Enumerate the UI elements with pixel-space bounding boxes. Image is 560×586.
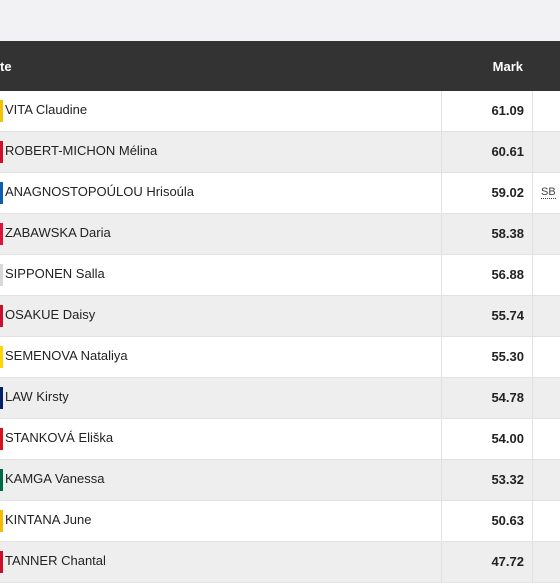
mark-cell: 58.38 bbox=[441, 214, 533, 254]
country-flag-icon bbox=[0, 141, 3, 163]
results-table-body: VITA Claudine 61.09 ROBERT-MICHON Mélina 60… bbox=[0, 91, 560, 583]
mark-cell: 61.09 bbox=[441, 91, 533, 131]
athlete-name[interactable]: VITA Claudine bbox=[5, 102, 88, 117]
results-table-header: te Mark bbox=[0, 41, 560, 91]
mark-cell: 47.72 bbox=[441, 542, 533, 582]
mark-value: 54.00 bbox=[491, 431, 524, 446]
mark-value: 53.32 bbox=[491, 472, 524, 487]
record-note-badge[interactable]: SB bbox=[541, 186, 556, 199]
mark-cell: 55.74 bbox=[441, 296, 533, 336]
top-bar bbox=[0, 0, 560, 41]
country-flag-icon bbox=[0, 223, 3, 245]
mark-column-header: Mark bbox=[492, 59, 523, 74]
athlete-name[interactable]: OSAKUE Daisy bbox=[5, 307, 96, 322]
table-row[interactable]: SEMENOVA Nataliya 55.30 bbox=[0, 337, 560, 378]
mark-cell: 50.63 bbox=[441, 501, 533, 541]
athlete-name[interactable]: ZABAWSKA Daria bbox=[5, 225, 111, 240]
mark-value: 50.63 bbox=[491, 513, 524, 528]
athlete-name[interactable]: LAW Kirsty bbox=[5, 389, 69, 404]
country-flag-icon bbox=[0, 510, 3, 532]
table-row[interactable]: SIPPONEN Salla 56.88 bbox=[0, 255, 560, 296]
table-row[interactable]: TANNER Chantal 47.72 bbox=[0, 542, 560, 583]
country-flag-icon bbox=[0, 182, 3, 204]
mark-cell: 56.88 bbox=[441, 255, 533, 295]
athlete-column-header: te bbox=[0, 59, 12, 74]
table-row[interactable]: KAMGA Vanessa 53.32 bbox=[0, 460, 560, 501]
country-flag-icon bbox=[0, 305, 3, 327]
table-row[interactable]: KINTANA June 50.63 bbox=[0, 501, 560, 542]
mark-value: 55.30 bbox=[491, 349, 524, 364]
country-flag-icon bbox=[0, 264, 3, 286]
mark-cell: 54.00 bbox=[441, 419, 533, 459]
mark-value: 61.09 bbox=[491, 103, 524, 118]
athlete-name[interactable]: KINTANA June bbox=[5, 512, 92, 527]
mark-cell: 55.30 bbox=[441, 337, 533, 377]
table-row[interactable]: VITA Claudine 61.09 bbox=[0, 91, 560, 132]
table-row[interactable]: OSAKUE Daisy 55.74 bbox=[0, 296, 560, 337]
table-row[interactable]: LAW Kirsty 54.78 bbox=[0, 378, 560, 419]
table-row[interactable]: STANKOVÁ Eliška 54.00 bbox=[0, 419, 560, 460]
country-flag-icon bbox=[0, 469, 3, 491]
mark-cell: 59.02 bbox=[441, 173, 533, 213]
mark-value: 54.78 bbox=[491, 390, 524, 405]
country-flag-icon bbox=[0, 346, 3, 368]
mark-cell: 53.32 bbox=[441, 460, 533, 500]
mark-value: 59.02 bbox=[491, 185, 524, 200]
athlete-name[interactable]: TANNER Chantal bbox=[5, 553, 106, 568]
table-row[interactable]: ANAGNOSTOPOÚLOU Hrisoúla 59.02 SB bbox=[0, 173, 560, 214]
mark-value: 55.74 bbox=[491, 308, 524, 323]
mark-value: 58.38 bbox=[491, 226, 524, 241]
country-flag-icon bbox=[0, 551, 3, 573]
country-flag-icon bbox=[0, 428, 3, 450]
athlete-name[interactable]: ROBERT-MICHON Mélina bbox=[5, 143, 158, 158]
mark-value: 56.88 bbox=[491, 267, 524, 282]
mark-value: 60.61 bbox=[491, 144, 524, 159]
mark-cell: 54.78 bbox=[441, 378, 533, 418]
athlete-name[interactable]: SIPPONEN Salla bbox=[5, 266, 105, 281]
athlete-name[interactable]: SEMENOVA Nataliya bbox=[5, 348, 128, 363]
mark-value: 47.72 bbox=[491, 554, 524, 569]
table-row[interactable]: ROBERT-MICHON Mélina 60.61 bbox=[0, 132, 560, 173]
athlete-name[interactable]: ANAGNOSTOPOÚLOU Hrisoúla bbox=[5, 184, 195, 199]
table-row[interactable]: ZABAWSKA Daria 58.38 bbox=[0, 214, 560, 255]
mark-cell: 60.61 bbox=[441, 132, 533, 172]
country-flag-icon bbox=[0, 100, 3, 122]
athlete-name[interactable]: STANKOVÁ Eliška bbox=[5, 430, 114, 445]
country-flag-icon bbox=[0, 387, 3, 409]
athlete-name[interactable]: KAMGA Vanessa bbox=[5, 471, 105, 486]
